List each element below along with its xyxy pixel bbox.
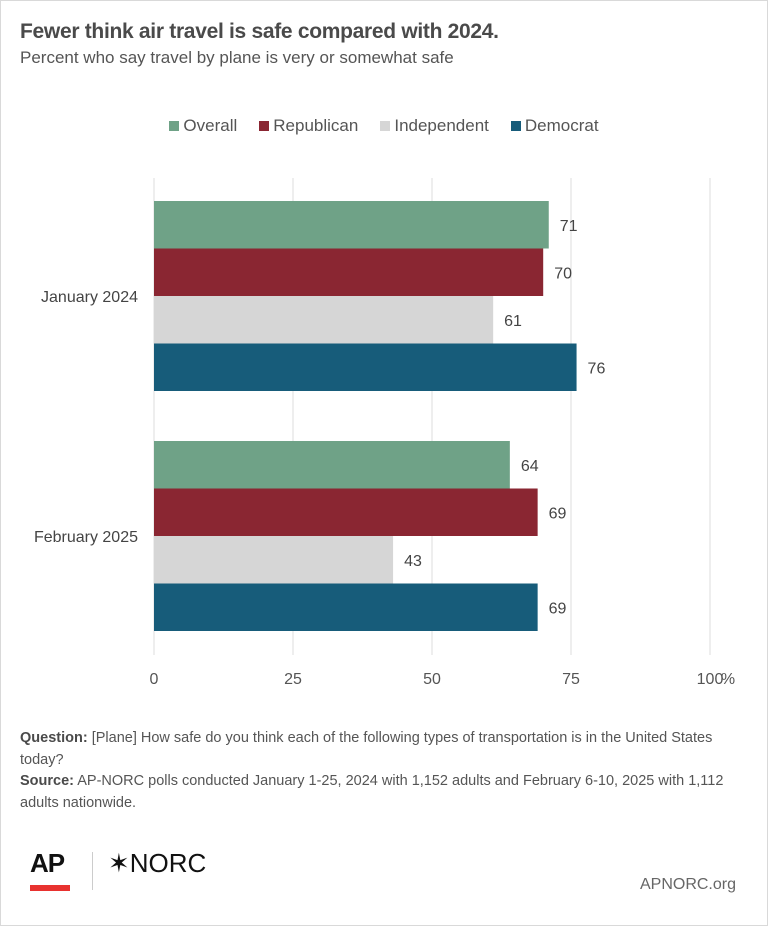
legend-label: Independent xyxy=(394,116,489,135)
bar-democrat xyxy=(154,583,538,631)
data-label: 71 xyxy=(560,218,578,235)
legend-swatch xyxy=(259,121,270,131)
question-text: [Plane] How safe do you think each of th… xyxy=(20,730,713,768)
legend-item: Independent xyxy=(380,116,489,136)
data-label: 64 xyxy=(521,458,539,475)
category-label: February 2025 xyxy=(34,529,138,546)
category-label: January 2024 xyxy=(41,289,138,306)
ap-logo: AP xyxy=(30,848,65,878)
x-tick-label: 75 xyxy=(562,671,580,688)
data-label: 61 xyxy=(504,313,522,330)
legend-swatch xyxy=(169,121,180,131)
bar-overall xyxy=(154,201,549,249)
bar-democrat xyxy=(154,343,577,391)
bar-republican xyxy=(154,248,544,296)
question-note: Question: [Plane] How safe do you think … xyxy=(20,728,750,771)
x-tick-label: 0 xyxy=(150,671,159,688)
legend-label: Republican xyxy=(273,116,359,135)
source-note: Source: AP-NORC polls conducted January … xyxy=(20,771,750,814)
bar-republican xyxy=(154,488,538,536)
legend-item: Republican xyxy=(259,116,358,136)
data-label: 76 xyxy=(588,360,606,377)
source-label: Source: xyxy=(20,773,74,789)
bar-independent xyxy=(154,296,494,344)
question-label: Question: xyxy=(20,730,88,746)
legend-label: Democrat xyxy=(524,116,599,135)
chart-title: Fewer think air travel is safe compared … xyxy=(20,20,499,43)
bar-independent xyxy=(154,536,394,584)
logo-divider xyxy=(92,852,93,890)
bar-overall xyxy=(154,441,510,489)
site-link[interactable]: APNORC.org xyxy=(639,876,736,893)
notes: Question: [Plane] How safe do you think … xyxy=(20,728,750,814)
data-label: 70 xyxy=(554,265,572,282)
chart-subtitle: Percent who say travel by plane is very … xyxy=(20,48,454,67)
x-tick-label: 100 xyxy=(697,671,724,688)
x-tick-label: 25 xyxy=(284,671,302,688)
legend-item: Overall xyxy=(169,116,237,136)
norc-logo: ✶NORC xyxy=(108,848,207,878)
source-text: AP-NORC polls conducted January 1-25, 20… xyxy=(20,773,724,811)
legend-item: Democrat xyxy=(510,116,599,136)
bar-chart: 0 25 50 75 100% January 2024 71 70 61 76 February … xyxy=(34,178,735,688)
legend-label: Overall xyxy=(183,116,238,135)
x-unit-label: % xyxy=(721,671,735,688)
x-tick-label: 50 xyxy=(423,671,441,688)
legend: Overall Republican Independent Democrat xyxy=(0,116,768,136)
legend-swatch xyxy=(380,121,391,131)
ap-logo-bar xyxy=(30,885,70,891)
legend-swatch xyxy=(510,121,521,131)
data-label: 69 xyxy=(549,600,567,617)
data-label: 69 xyxy=(549,505,567,522)
data-label: 43 xyxy=(404,553,422,570)
